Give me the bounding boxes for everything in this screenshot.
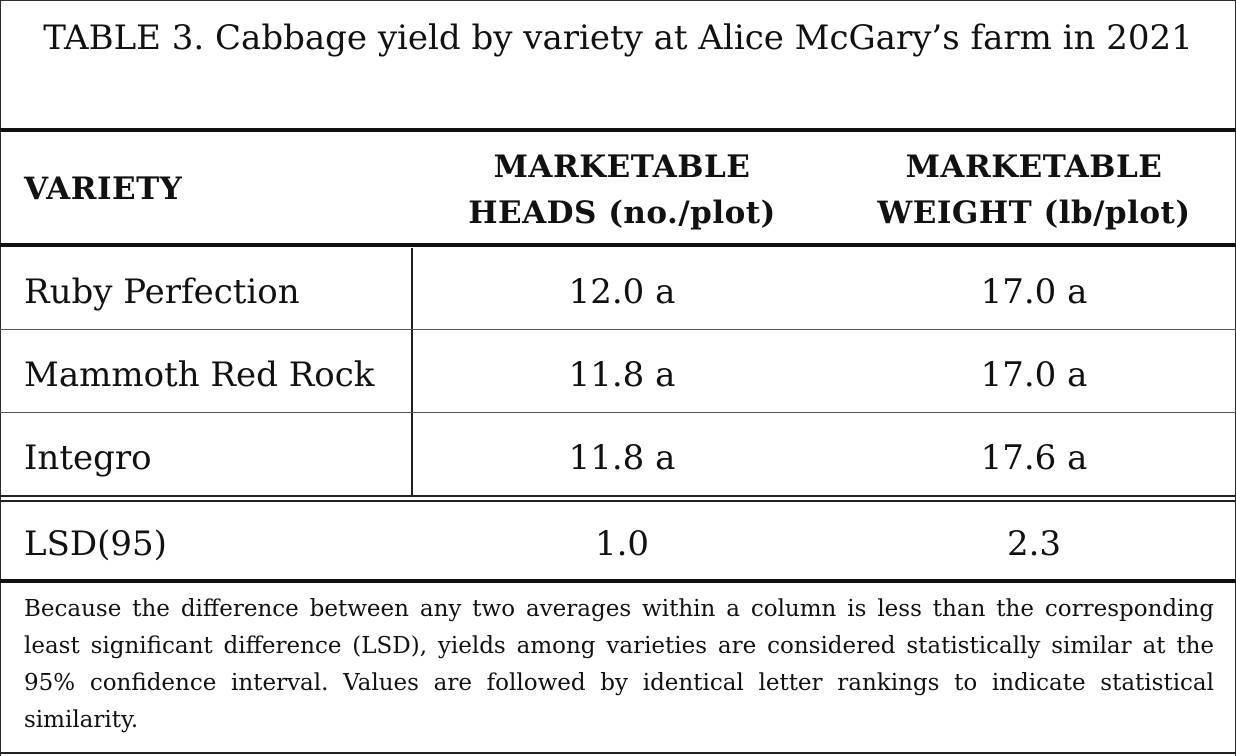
table-footnote: Because the difference between any two a…: [24, 596, 1214, 733]
header-weight-line2: WEIGHT (lb/plot): [877, 195, 1191, 231]
double-rule-top: [0, 495, 1236, 497]
row-3-weight: 17.6 a: [980, 438, 1088, 478]
header-variety: VARIETY: [24, 171, 183, 207]
row-3-heads: 11.8 a: [568, 438, 676, 478]
header-heads-line1: MARKETABLE: [493, 149, 751, 185]
row-1-weight: 17.0 a: [980, 272, 1088, 312]
row-2-heads: 11.8 a: [568, 355, 676, 395]
header-weight: MARKETABLE WEIGHT (lb/plot): [832, 144, 1236, 236]
column-divider: [411, 248, 413, 496]
table-title: TABLE 3. Cabbage yield by variety at Ali…: [43, 18, 1193, 58]
lsd-label: LSD(95): [24, 524, 167, 564]
lsd-heads: 1.0: [594, 524, 650, 564]
double-rule-bottom: [0, 500, 1236, 502]
row-1-variety: Ruby Perfection: [24, 272, 300, 312]
header-weight-line1: MARKETABLE: [905, 149, 1163, 185]
row-1-heads: 12.0 a: [568, 272, 676, 312]
row-3-variety: Integro: [24, 438, 152, 478]
row-1-divider: [0, 329, 1236, 330]
row-2-variety: Mammoth Red Rock: [24, 355, 375, 395]
header-heads-line2: HEADS (no./plot): [468, 195, 776, 231]
footnote-rule: [0, 579, 1236, 583]
header-top-rule: [0, 128, 1236, 132]
lsd-weight: 2.3: [1006, 524, 1062, 564]
bottom-rule: [0, 752, 1236, 754]
header-heads: MARKETABLE HEADS (no./plot): [412, 144, 832, 236]
header-bottom-rule: [0, 243, 1236, 247]
row-2-divider: [0, 412, 1236, 413]
row-2-weight: 17.0 a: [980, 355, 1088, 395]
